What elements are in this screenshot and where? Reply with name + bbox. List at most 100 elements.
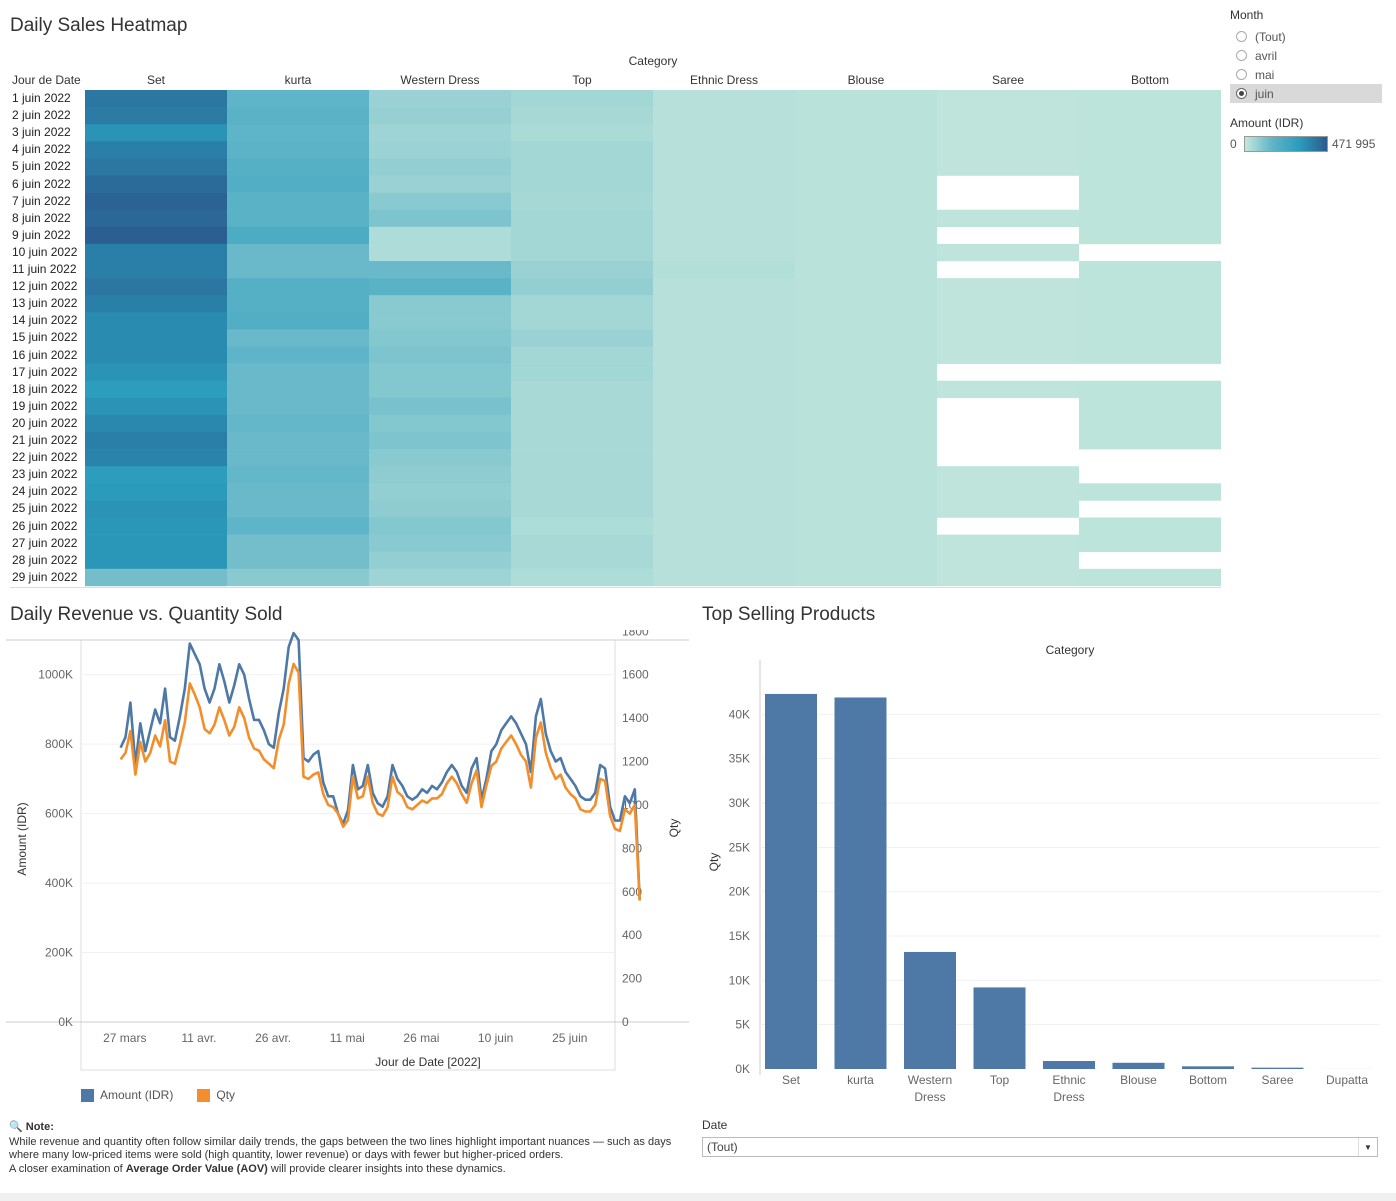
heatmap-cell[interactable] — [1079, 192, 1221, 210]
heatmap-cell[interactable] — [795, 363, 937, 381]
heatmap-cell[interactable] — [369, 414, 511, 433]
heatmap-cell[interactable] — [511, 295, 653, 313]
heatmap-cell[interactable] — [511, 551, 653, 570]
heatmap-cell[interactable] — [937, 278, 1079, 296]
heatmap-cell[interactable] — [795, 483, 937, 501]
heatmap-cell[interactable] — [795, 158, 937, 176]
heatmap-cell[interactable] — [653, 483, 795, 501]
heatmap-cell[interactable] — [795, 432, 937, 450]
heatmap-cell[interactable] — [795, 175, 937, 193]
heatmap-cell[interactable] — [1079, 568, 1221, 587]
heatmap-cell[interactable] — [795, 192, 937, 210]
bar[interactable] — [1043, 1061, 1095, 1069]
heatmap-cell[interactable] — [511, 380, 653, 399]
heatmap-cell[interactable] — [653, 158, 795, 176]
heatmap-cell[interactable] — [85, 483, 227, 501]
heatmap-cell[interactable] — [795, 346, 937, 364]
heatmap-cell[interactable] — [227, 466, 369, 484]
heatmap-cell[interactable] — [511, 124, 653, 142]
heatmap-cell[interactable] — [511, 483, 653, 501]
heatmap-cell[interactable] — [369, 329, 511, 347]
heatmap-cell[interactable] — [511, 346, 653, 364]
heatmap-cell[interactable] — [795, 414, 937, 433]
heatmap-cell[interactable] — [937, 568, 1079, 587]
heatmap-cell[interactable] — [369, 483, 511, 501]
heatmap-cell[interactable] — [795, 107, 937, 125]
heatmap-cell[interactable] — [369, 517, 511, 535]
heatmap-cell[interactable] — [653, 397, 795, 416]
heatmap-cell[interactable] — [937, 380, 1079, 399]
heatmap-cell[interactable] — [369, 90, 511, 108]
heatmap-cell[interactable] — [937, 466, 1079, 484]
heatmap-cell[interactable] — [1079, 278, 1221, 296]
heatmap-cell[interactable] — [369, 295, 511, 313]
heatmap-cell[interactable] — [227, 414, 369, 433]
heatmap-cell[interactable] — [227, 432, 369, 450]
heatmap-cell[interactable] — [369, 380, 511, 399]
heatmap-cell[interactable] — [1079, 261, 1221, 279]
heatmap-cell[interactable] — [227, 312, 369, 330]
heatmap-cell[interactable] — [1079, 90, 1221, 108]
heatmap-cell[interactable] — [511, 517, 653, 535]
heatmap-cell[interactable] — [511, 432, 653, 450]
series-line-amount[interactable] — [119, 631, 641, 901]
heatmap-cell[interactable] — [653, 312, 795, 330]
bar[interactable] — [834, 697, 887, 1069]
heatmap-cell[interactable] — [369, 534, 511, 552]
heatmap-cell[interactable] — [369, 432, 511, 450]
heatmap-cell[interactable] — [227, 243, 369, 262]
heatmap-cell[interactable] — [85, 329, 227, 347]
bar[interactable] — [973, 987, 1026, 1069]
heatmap-cell[interactable] — [369, 500, 511, 518]
heatmap-cell[interactable] — [227, 363, 369, 381]
heatmap-cell[interactable] — [653, 449, 795, 467]
heatmap-cell[interactable] — [85, 551, 227, 570]
heatmap-cell[interactable] — [227, 124, 369, 142]
heatmap-cell[interactable] — [1079, 346, 1221, 364]
heatmap-cell[interactable] — [653, 209, 795, 228]
month-option-all[interactable]: (Tout) — [1230, 27, 1382, 46]
heatmap-cell[interactable] — [1079, 175, 1221, 193]
heatmap-cell[interactable] — [795, 124, 937, 142]
heatmap-cell[interactable] — [85, 209, 227, 228]
bar[interactable] — [1251, 1067, 1304, 1069]
heatmap-cell[interactable] — [511, 449, 653, 467]
heatmap-cell[interactable] — [511, 397, 653, 416]
heatmap-cell[interactable] — [85, 414, 227, 433]
heatmap-cell[interactable] — [653, 226, 795, 245]
heatmap-cell[interactable] — [511, 329, 653, 347]
heatmap-cell[interactable] — [653, 107, 795, 125]
bar[interactable] — [1182, 1066, 1234, 1069]
heatmap-cell[interactable] — [653, 175, 795, 193]
heatmap-cell[interactable] — [1079, 329, 1221, 347]
heatmap-cell[interactable] — [653, 432, 795, 450]
heatmap-cell[interactable] — [85, 312, 227, 330]
heatmap-cell[interactable] — [937, 551, 1079, 570]
heatmap-cell[interactable] — [653, 329, 795, 347]
heatmap-cell[interactable] — [227, 261, 369, 279]
heatmap-cell[interactable] — [227, 226, 369, 245]
heatmap-cell[interactable] — [227, 192, 369, 210]
heatmap-cell[interactable] — [1079, 141, 1221, 159]
heatmap-cell[interactable] — [227, 175, 369, 193]
heatmap-cell[interactable] — [511, 243, 653, 262]
heatmap-cell[interactable] — [227, 534, 369, 552]
heatmap-cell[interactable] — [795, 278, 937, 296]
heatmap-cell[interactable] — [795, 500, 937, 518]
heatmap-cell[interactable] — [369, 551, 511, 570]
heatmap-cell[interactable] — [653, 261, 795, 279]
heatmap-cell[interactable] — [227, 551, 369, 570]
heatmap-cell[interactable] — [85, 380, 227, 399]
heatmap-cell[interactable] — [511, 226, 653, 245]
heatmap-cell[interactable] — [369, 141, 511, 159]
heatmap-cell[interactable] — [1079, 397, 1221, 416]
heatmap-cell[interactable] — [1079, 209, 1221, 228]
heatmap-cell[interactable] — [653, 243, 795, 262]
heatmap-cell[interactable] — [937, 346, 1079, 364]
heatmap-cell[interactable] — [227, 380, 369, 399]
heatmap-cell[interactable] — [1079, 414, 1221, 433]
heatmap-cell[interactable] — [937, 295, 1079, 313]
heatmap-cell[interactable] — [795, 551, 937, 570]
heatmap-cell[interactable] — [511, 414, 653, 433]
heatmap-cell[interactable] — [227, 346, 369, 364]
